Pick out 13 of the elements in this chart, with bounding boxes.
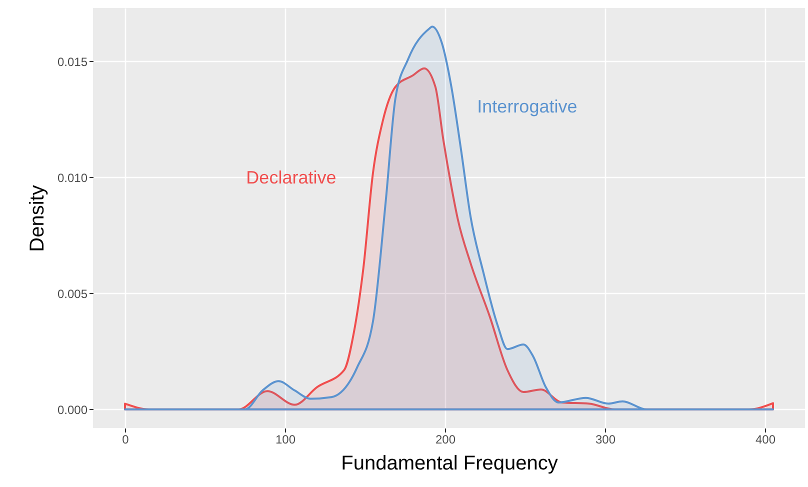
series-label: Declarative [246,167,336,188]
y-tick-label: 0.005 [57,286,88,301]
x-tick-label: 0 [122,432,130,446]
y-tick-label: 0.015 [57,54,88,69]
y-axis-title: Density [26,185,48,252]
x-tick-label: 300 [595,432,616,446]
x-tick-label: 100 [275,432,296,446]
x-tick-label: 400 [755,432,776,446]
series-label: Interrogative [477,96,578,117]
y-tick-label: 0.000 [57,402,88,417]
y-tick-label: 0.010 [57,170,88,185]
x-tick-label: 200 [435,432,456,446]
x-axis-title: Fundamental Frequency [341,452,558,474]
